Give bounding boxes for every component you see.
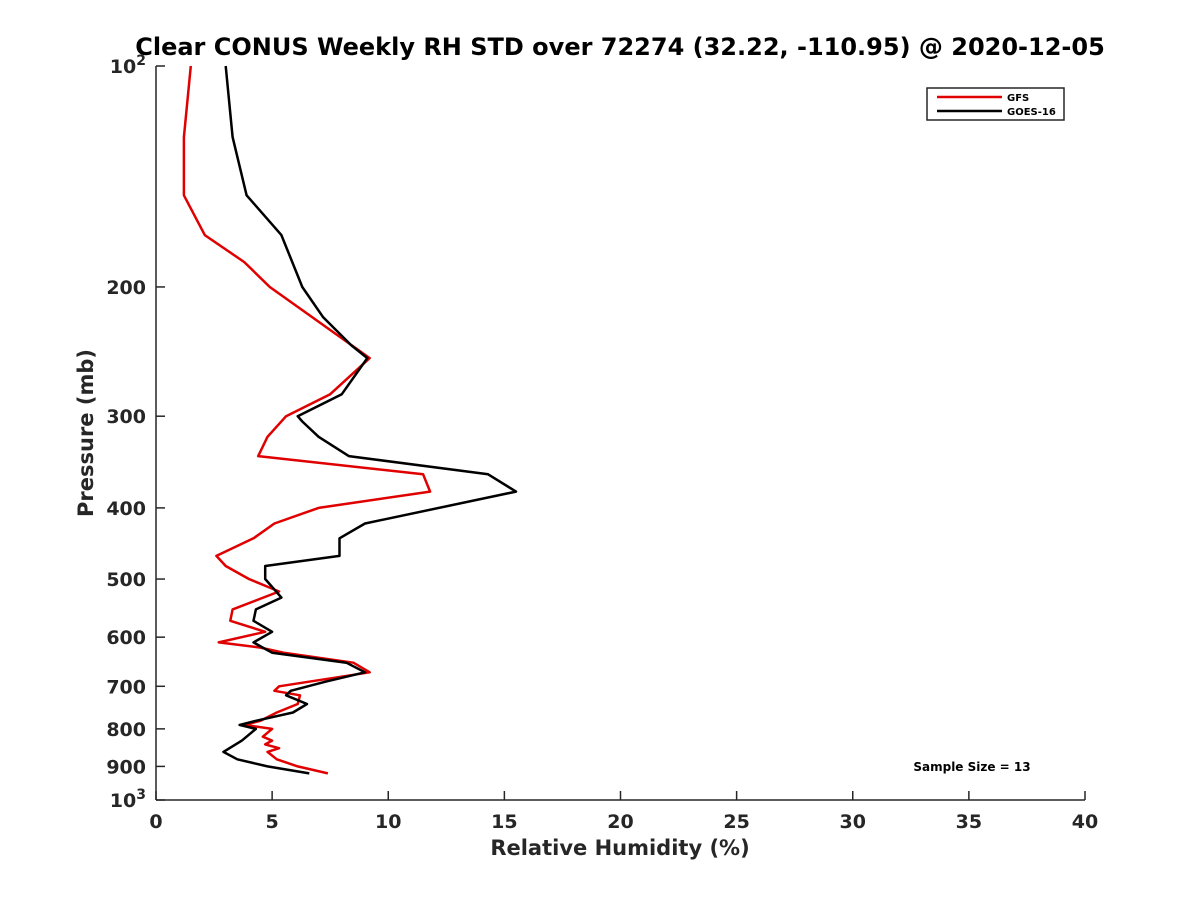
y-tick-label: 500: [106, 569, 146, 591]
y-tick-label: 600: [106, 627, 146, 649]
series-line-gfs: [182, 65, 432, 775]
y-tick-label: 300: [106, 406, 146, 428]
chart-title: Clear CONUS Weekly RH STD over 72274 (32…: [135, 33, 1105, 61]
y-tick-label: 800: [106, 719, 146, 741]
sample-size-annotation: Sample Size = 13: [913, 760, 1030, 774]
y-tick-label: 102: [110, 53, 146, 78]
y-tick-label: 400: [106, 498, 146, 520]
y-tick-label: 900: [106, 756, 146, 778]
x-tick-label: 0: [149, 811, 162, 833]
series-line-goes-16: [222, 65, 518, 775]
x-tick-label: 15: [491, 811, 517, 833]
legend-label: GFS: [1007, 93, 1029, 104]
plot-axes: 0 5 10 15 20 25 30 35 40 102 200 300 400 500 600 700 800…: [106, 53, 1098, 833]
x-tick-label: 35: [956, 811, 982, 833]
y-tick-label: 700: [106, 676, 146, 698]
series-layer: [182, 65, 518, 775]
y-tick-label: 103: [110, 787, 146, 812]
y-tick-label: 200: [106, 277, 146, 299]
x-tick-label: 10: [375, 811, 401, 833]
x-tick-label: 40: [1072, 811, 1098, 833]
legend-box: [926, 87, 1065, 121]
chart-legend: GFS GOES-16: [926, 87, 1065, 121]
x-tick-label: 30: [840, 811, 866, 833]
y-axis-label: Pressure (mb): [74, 349, 98, 517]
legend-label: GOES-16: [1007, 107, 1056, 118]
x-tick-label: 5: [266, 811, 279, 833]
x-tick-label: 25: [723, 811, 749, 833]
x-axis-label: Relative Humidity (%): [490, 836, 749, 860]
x-tick-label: 20: [607, 811, 633, 833]
